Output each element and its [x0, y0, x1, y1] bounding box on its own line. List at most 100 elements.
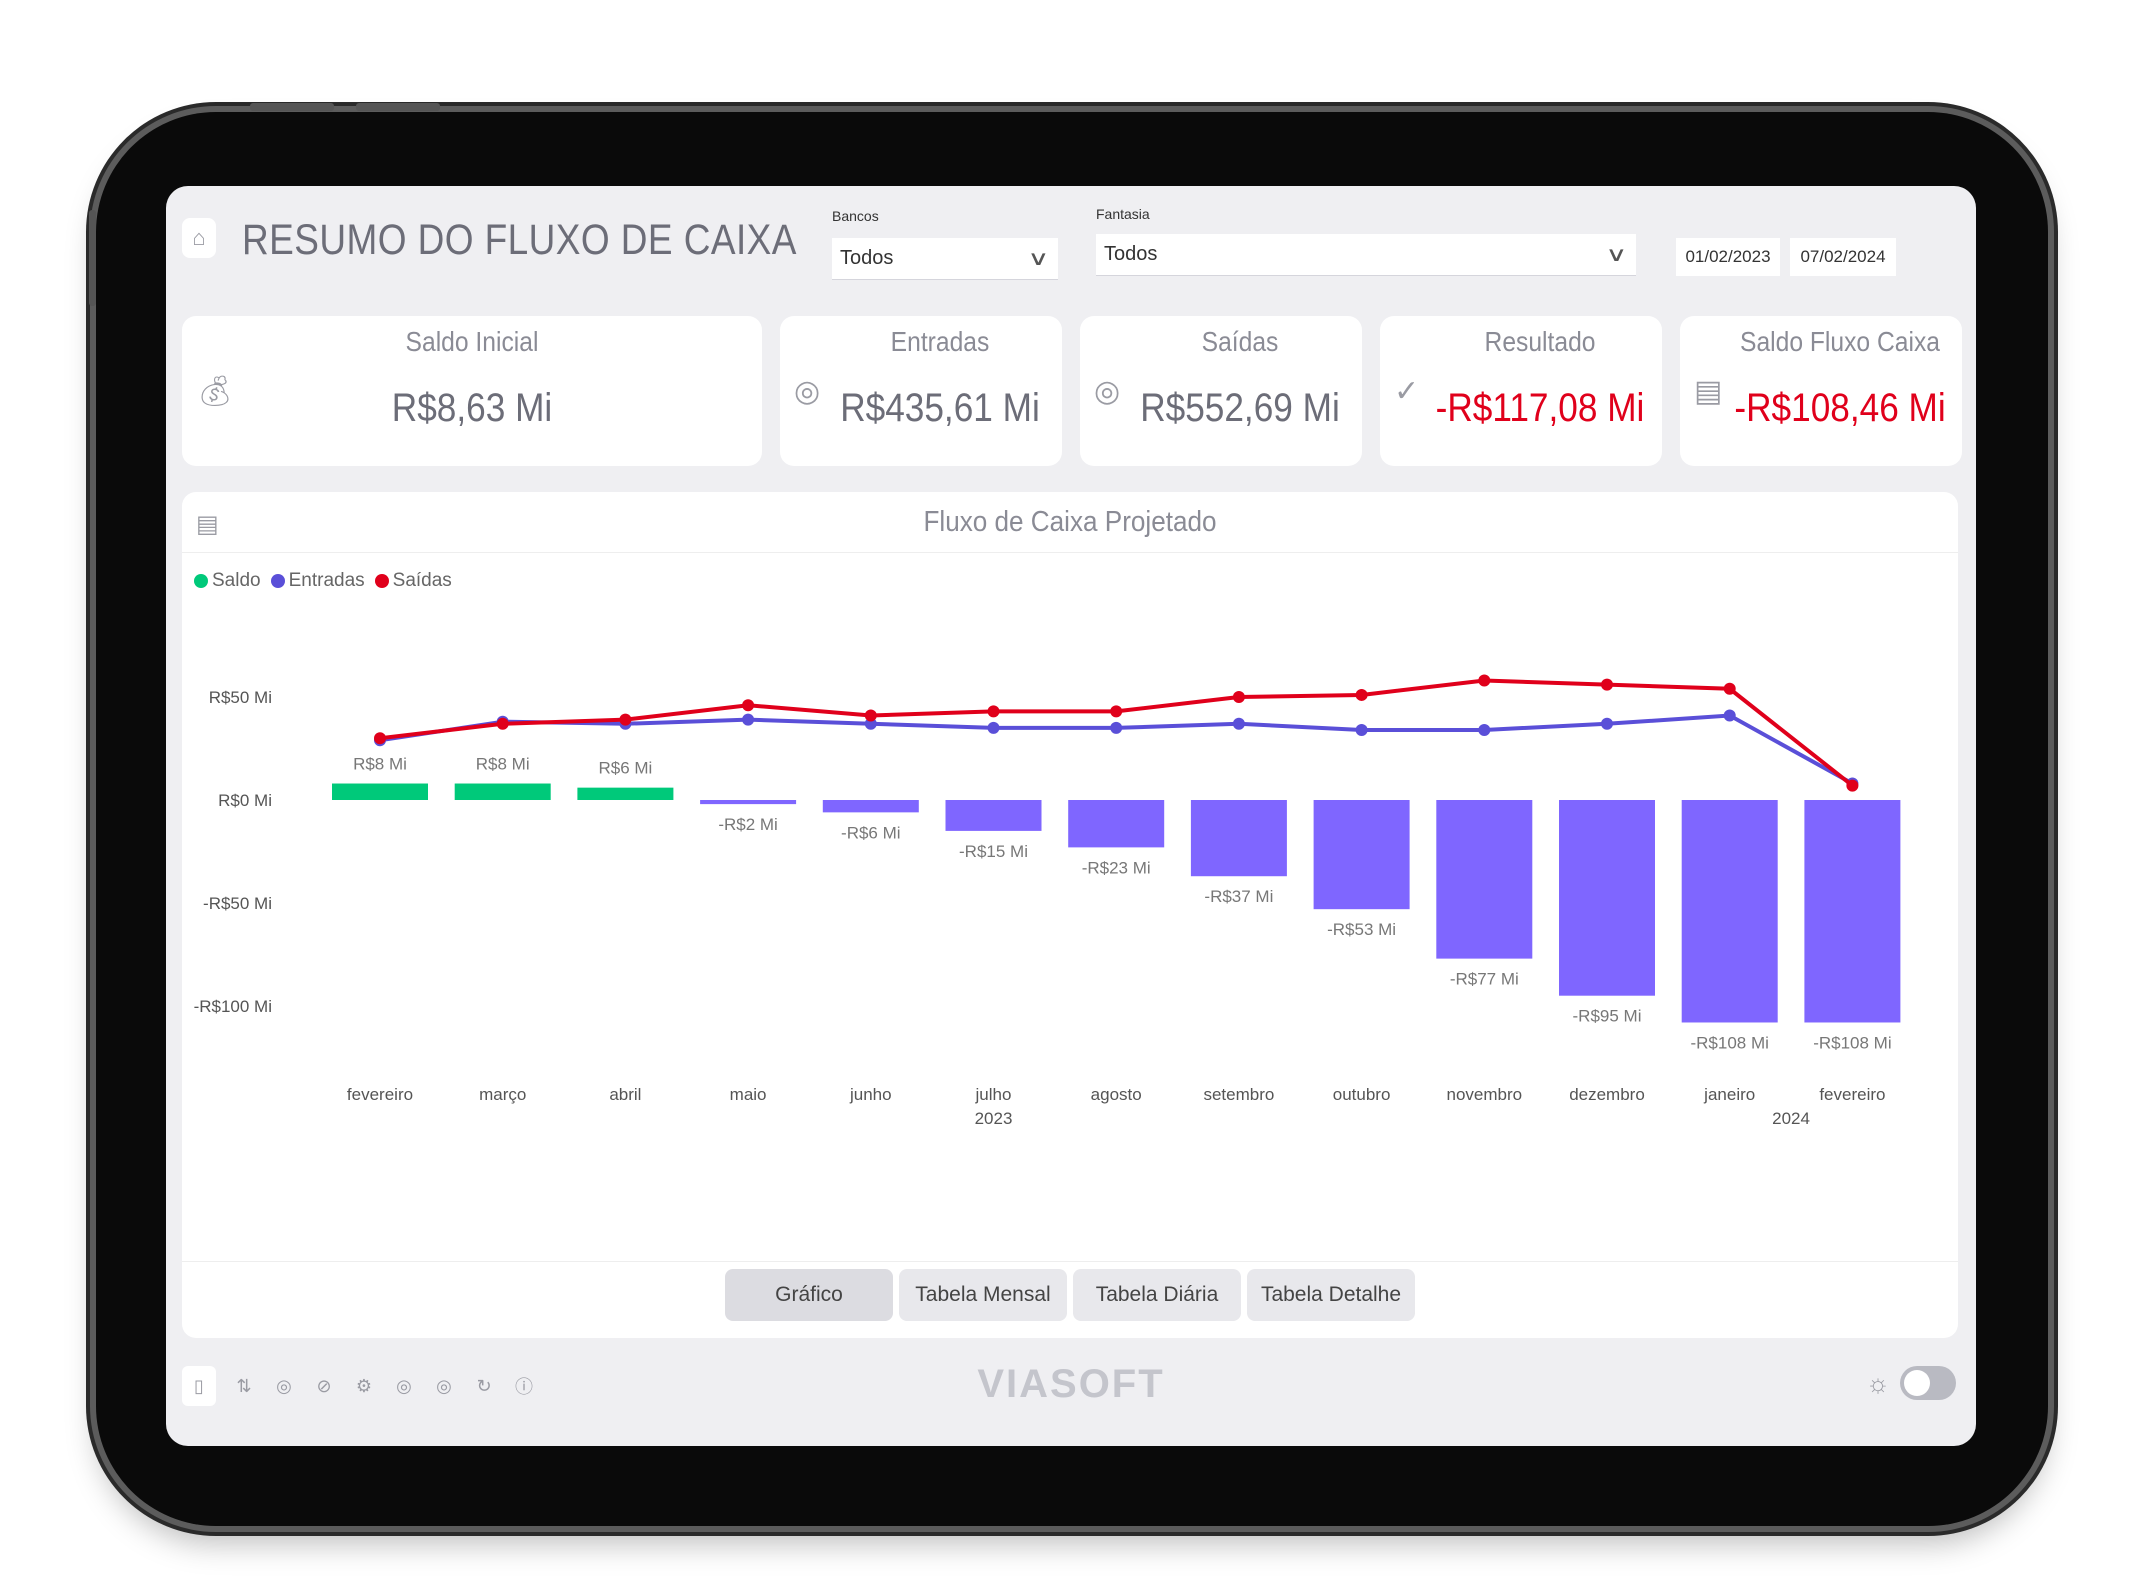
coins-out-icon[interactable]: ◎ — [436, 1375, 452, 1396]
tab-tabela-mensal[interactable]: Tabela Mensal — [899, 1269, 1067, 1321]
x-tick-label: dezembro — [1569, 1085, 1645, 1104]
data-label: -R$53 Mi — [1327, 920, 1396, 939]
saidas-point — [1232, 691, 1245, 703]
tab-tabela-diaria[interactable]: Tabela Diária — [1073, 1269, 1241, 1321]
bar-saldo — [700, 800, 797, 805]
coins-out-icon: ◎ — [1094, 375, 1121, 408]
bar-saldo — [1313, 800, 1410, 910]
view-tabs: Gráfico Tabela Mensal Tabela Diária Tabe… — [182, 1261, 1958, 1321]
entradas-point — [864, 717, 877, 730]
kpi-saidas: ◎ Saídas R$552,69 Mi — [1080, 316, 1362, 466]
data-label: -R$37 Mi — [1204, 887, 1273, 906]
bar-saldo — [1436, 800, 1533, 959]
refresh-coins-icon[interactable]: ↻ — [476, 1375, 492, 1396]
kpi-value: -R$117,08 Mi — [1435, 386, 1645, 430]
date-start-input[interactable]: 01/02/2023 — [1676, 238, 1780, 276]
chart-title: Fluxo de Caixa Projetado — [923, 506, 1217, 538]
y-tick-label: -R$50 Mi — [203, 894, 272, 913]
tablet-button — [250, 103, 334, 111]
kpi-title: Saídas — [1201, 326, 1279, 357]
x-tick-label: junho — [849, 1085, 892, 1104]
legend-item-saidas[interactable]: Saídas — [374, 570, 452, 592]
legend-label: Entradas — [288, 570, 365, 591]
coins-in-icon[interactable]: ◎ — [396, 1375, 412, 1396]
x-tick-label: maio — [730, 1085, 767, 1104]
theme-toggle[interactable] — [1900, 1366, 1956, 1400]
legend-item-saldo[interactable]: Saldo — [194, 570, 261, 592]
tab-tabela-detalhe[interactable]: Tabela Detalhe — [1247, 1269, 1415, 1321]
legend-label: Saldo — [212, 570, 261, 591]
fantasia-value: Todos — [1104, 243, 1158, 265]
legend-dot — [270, 574, 285, 588]
data-label: R$8 Mi — [476, 755, 530, 774]
data-label: R$8 Mi — [353, 755, 407, 774]
entradas-point — [1355, 723, 1368, 736]
legend-dot — [374, 574, 389, 588]
entradas-point — [1110, 721, 1123, 734]
year-label: 2023 — [975, 1109, 1013, 1128]
data-label: -R$95 Mi — [1573, 1007, 1642, 1026]
link-icon[interactable]: ⊘ — [316, 1375, 332, 1396]
check-circle-icon: ✓ — [1394, 375, 1420, 408]
tab-grafico[interactable]: Gráfico — [725, 1269, 893, 1321]
viasoft-logo: VIASOFT — [977, 1362, 1165, 1406]
footer-nav: ▯ ⇅ ◎ ⊘ ⚙ ◎ ◎ ↻ ⓘ — [182, 1366, 536, 1406]
saidas-point — [1478, 674, 1491, 687]
kpi-saldo-fluxo-caixa: ▤ Saldo Fluxo Caixa -R$108,46 Mi — [1680, 316, 1962, 466]
entradas-point — [742, 713, 755, 726]
bar-saldo — [332, 783, 428, 800]
kpi-resultado: ✓ Resultado -R$117,08 Mi — [1380, 316, 1662, 466]
saidas-point — [1355, 688, 1368, 701]
fantasia-dropdown[interactable]: Todos ∨ — [1096, 234, 1636, 276]
x-tick-label: setembro — [1203, 1085, 1274, 1104]
x-tick-label: março — [479, 1085, 526, 1104]
app-screen: ⌂ RESUMO DO FLUXO DE CAIXA Bancos Todos … — [166, 186, 1976, 1446]
toggle-knob — [1904, 1370, 1930, 1396]
bar-saldo — [454, 783, 551, 800]
coins-icon[interactable]: ◎ — [276, 1375, 292, 1396]
x-tick-label: fevereiro — [1819, 1085, 1885, 1104]
data-label: R$6 Mi — [598, 759, 652, 778]
kpi-value: R$435,61 Mi — [840, 386, 1040, 430]
legend-label: Saídas — [392, 570, 452, 591]
saidas-point — [496, 717, 509, 730]
safe-icon: ▤ — [196, 511, 219, 538]
saidas-point — [619, 713, 632, 726]
summary-icon[interactable]: ▯ — [182, 1366, 216, 1406]
data-label: -R$15 Mi — [959, 842, 1028, 861]
data-label: -R$108 Mi — [1690, 1033, 1768, 1052]
x-tick-label: novembro — [1446, 1085, 1522, 1104]
x-tick-label: fevereiro — [347, 1085, 413, 1104]
chevron-down-icon: ∨ — [1605, 244, 1628, 266]
legend-item-entradas[interactable]: Entradas — [270, 570, 365, 592]
transfer-icon[interactable]: ⇅ — [236, 1375, 252, 1396]
safe-icon: ▤ — [1694, 375, 1723, 408]
bancos-dropdown[interactable]: Todos ∨ — [832, 238, 1058, 280]
bar-saldo — [1190, 800, 1287, 877]
saidas-point — [864, 709, 877, 722]
bar-saldo — [1559, 800, 1655, 996]
kpi-saldo-inicial: 💰︎ Saldo Inicial R$8,63 Mi — [182, 316, 762, 466]
home-button[interactable]: ⌂ — [182, 218, 216, 258]
bar-saldo — [1681, 800, 1778, 1023]
saidas-point — [1723, 682, 1736, 695]
kpi-value: -R$108,46 Mi — [1734, 386, 1946, 430]
divider — [182, 552, 1958, 553]
chart-panel: ▤ Fluxo de Caixa Projetado Saldo Entrada… — [182, 492, 1958, 1338]
kpi-title: Resultado — [1484, 326, 1596, 357]
tablet-button — [356, 103, 440, 111]
year-label: 2024 — [1772, 1109, 1810, 1128]
bancos-value: Todos — [840, 247, 894, 269]
date-end-input[interactable]: 07/02/2024 — [1790, 238, 1896, 276]
kpi-entradas: ◎ Entradas R$435,61 Mi — [780, 316, 1062, 466]
fantasia-label: Fantasia — [1096, 206, 1150, 222]
data-label: -R$6 Mi — [841, 823, 901, 842]
sun-icon: ☼ — [1866, 1367, 1890, 1398]
bar-saldo — [945, 800, 1042, 831]
home-icon: ⌂ — [192, 225, 206, 250]
info-icon[interactable]: ⓘ — [515, 1377, 533, 1397]
settings-coins-icon[interactable]: ⚙ — [355, 1375, 373, 1396]
y-tick-label: R$0 Mi — [218, 791, 272, 810]
entradas-point — [987, 721, 1000, 734]
kpi-value: R$552,69 Mi — [1140, 386, 1340, 430]
